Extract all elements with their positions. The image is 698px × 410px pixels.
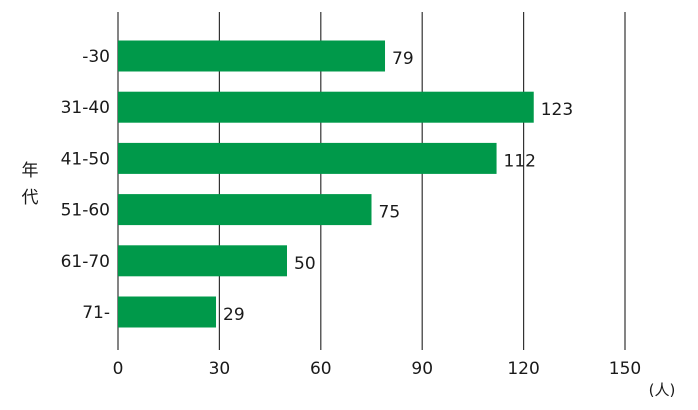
category-label-41-50: 41-50 xyxy=(61,149,110,169)
bar-41-50 xyxy=(118,142,497,174)
y-axis-title-char-1: 年 xyxy=(22,161,39,181)
value-label-61-70: 50 xyxy=(294,254,316,274)
value-label--30: 79 xyxy=(392,49,414,69)
x-tick-label-120: 120 xyxy=(507,359,539,379)
bar-31-40 xyxy=(118,91,534,123)
bar-61-70 xyxy=(118,245,287,277)
value-label-41-50: 112 xyxy=(504,151,536,171)
category-label-71-: 71- xyxy=(82,303,110,323)
x-axis-unit-label: (人) xyxy=(649,381,676,399)
bar--30 xyxy=(118,40,386,72)
y-axis-title-char-2: 代 xyxy=(22,188,39,208)
x-tick-label-30: 30 xyxy=(209,359,231,379)
x-tick-label-60: 60 xyxy=(310,359,332,379)
category-label-31-40: 31-40 xyxy=(61,98,110,118)
value-label-51-60: 75 xyxy=(379,203,401,223)
x-tick-label-0: 0 xyxy=(113,359,124,379)
x-tick-label-150: 150 xyxy=(609,359,641,379)
x-tick-label-90: 90 xyxy=(411,359,433,379)
bars xyxy=(118,40,534,328)
value-label-31-40: 123 xyxy=(541,100,573,120)
labels: 0 30 60 90 120 150 -30 79 31-40 123 41-50 112 51-60 7… xyxy=(61,47,642,379)
bar-51-60 xyxy=(118,194,372,226)
category-label-61-70: 61-70 xyxy=(61,252,110,272)
category-label--30: -30 xyxy=(82,47,110,67)
category-label-51-60: 51-60 xyxy=(61,201,110,221)
value-label-71-: 29 xyxy=(223,305,245,325)
bar-71- xyxy=(118,296,217,328)
